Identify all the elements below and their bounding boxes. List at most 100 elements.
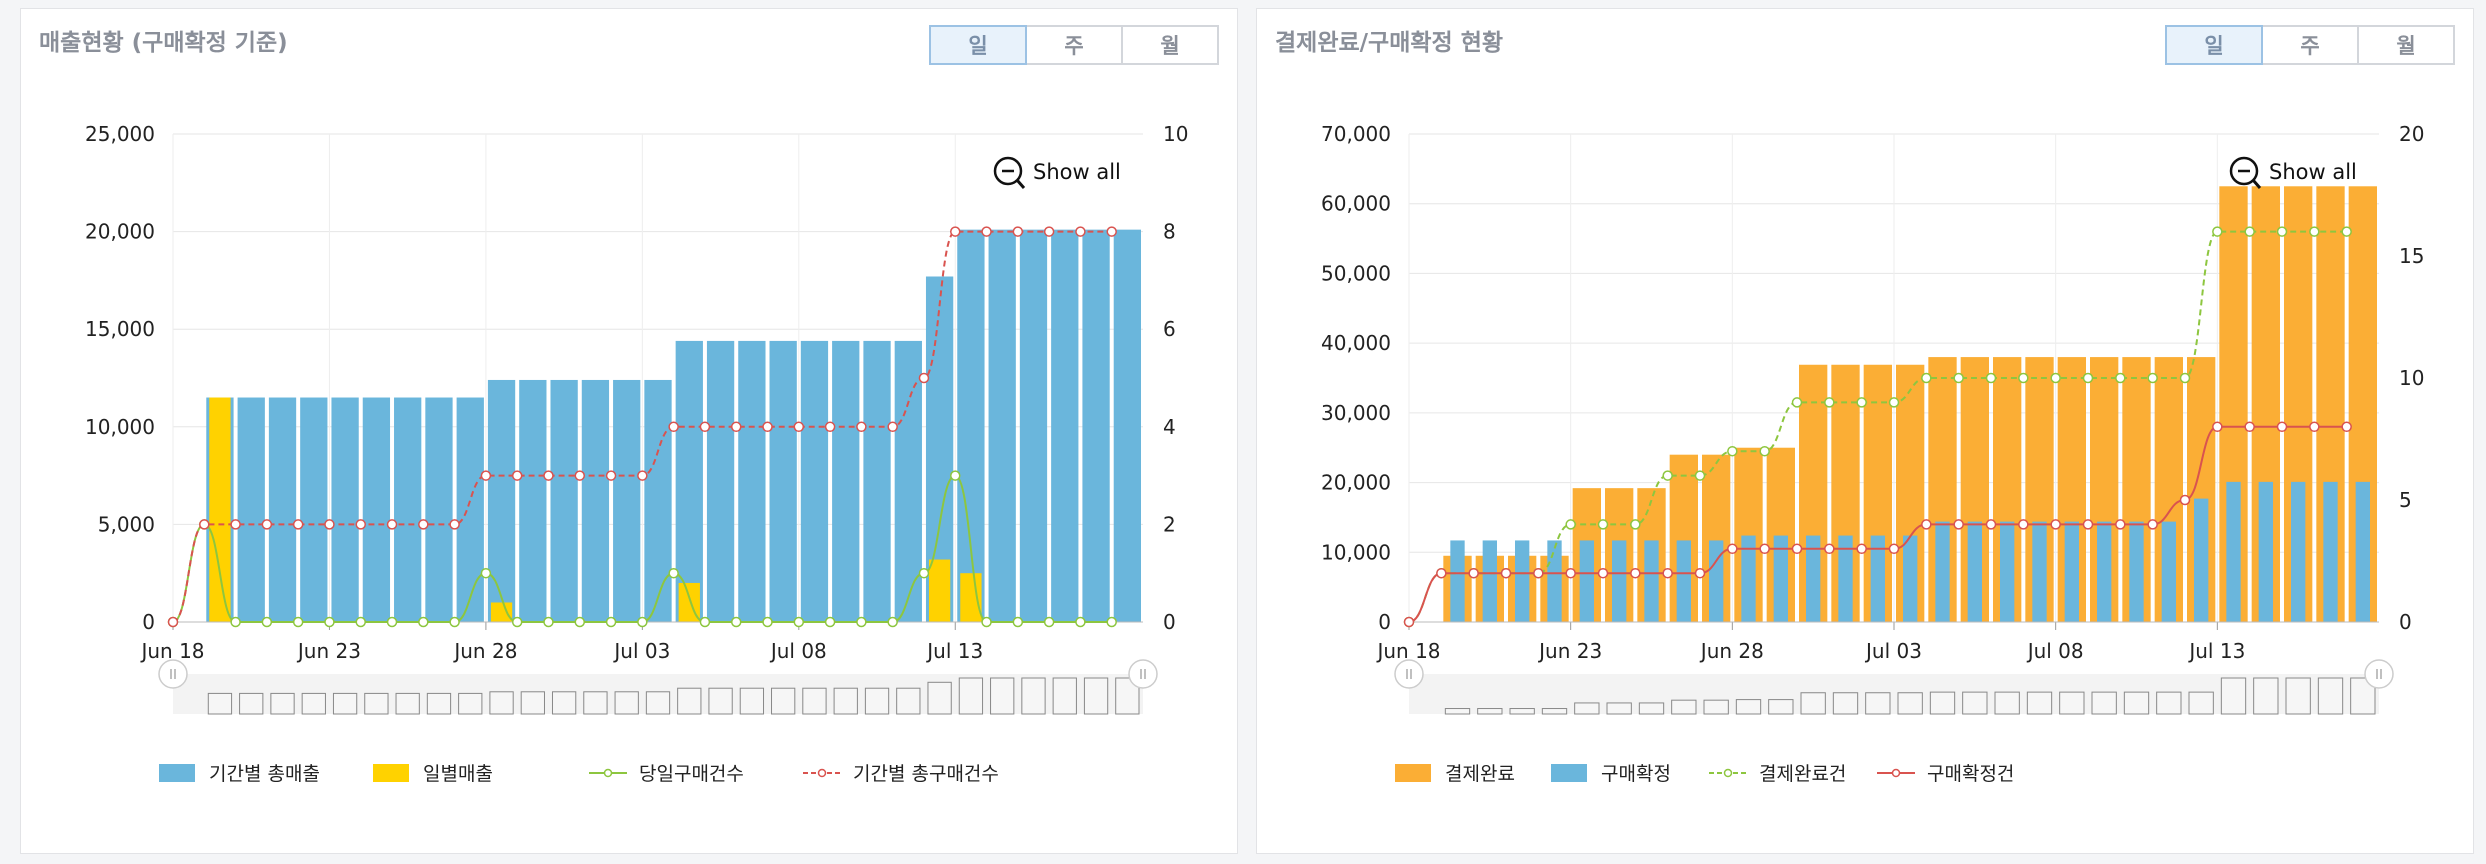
bar-secondary — [2064, 521, 2079, 622]
series-point — [324, 616, 335, 628]
legend-line-icon — [1709, 768, 1747, 777]
series-point — [574, 470, 586, 481]
series-point — [1630, 567, 1641, 579]
legend: 기간별 총매출 일별매출 당일구매건수 기간별 총구매건수 — [21, 759, 1237, 793]
bar-primary — [800, 340, 829, 622]
series-point — [1791, 543, 1803, 555]
legend-item-total-sales[interactable]: 기간별 총매출 — [159, 759, 320, 786]
y-right-tick-label: 2 — [1163, 512, 1176, 536]
series-point — [2147, 519, 2158, 530]
bar-secondary — [2194, 498, 2209, 622]
series-point — [2018, 519, 2029, 530]
navigator-bar — [1897, 692, 1923, 715]
navigator-handle-right[interactable] — [2364, 659, 2394, 689]
legend-item-payment-count[interactable]: 결제완료건 — [1709, 759, 1846, 786]
series-point — [292, 616, 304, 628]
series-point — [887, 616, 898, 628]
series-point — [950, 470, 961, 481]
payment-chart: 0 10,000 20,000 30,000 40,000 50,000 60,000 70,… — [1321, 122, 2424, 715]
bar-primary — [394, 397, 422, 622]
navigator-bar — [2317, 677, 2344, 715]
navigator-bar — [677, 687, 702, 715]
legend-item-confirm-count[interactable]: 구매확정건 — [1877, 759, 2014, 786]
legend-label: 당일구매건수 — [639, 763, 744, 785]
legend-item-daily-sales[interactable]: 일별매출 — [373, 759, 493, 786]
series-point — [2276, 421, 2288, 433]
series-point — [2212, 421, 2223, 433]
y-right-tick-label: 6 — [1163, 317, 1176, 341]
series-point — [292, 519, 304, 530]
series-point — [386, 519, 398, 530]
series-point — [1662, 470, 1673, 481]
series-point — [699, 421, 711, 433]
tab-day[interactable]: 일 — [2165, 25, 2263, 65]
legend-swatch — [1551, 763, 1587, 782]
bar-secondary — [1935, 521, 1950, 622]
series-point — [637, 616, 648, 628]
show-all-button[interactable]: Show all — [993, 156, 1121, 189]
x-tick-label: Jun 28 — [1699, 639, 1764, 663]
series-point — [167, 616, 179, 628]
navigator-bar — [2285, 677, 2311, 715]
series-point — [2082, 372, 2094, 384]
bar-primary — [362, 397, 391, 622]
bar-primary — [300, 397, 328, 622]
series-point — [449, 519, 460, 530]
series-point — [1597, 567, 1609, 579]
bar-primary — [738, 340, 766, 622]
series-point — [1106, 226, 1117, 237]
bar-primary — [675, 340, 703, 622]
legend-item-total-orders[interactable]: 기간별 총구매건수 — [803, 759, 999, 786]
period-tabs: 일 주 월 — [929, 25, 1219, 65]
y-left-tick-label: 5,000 — [98, 512, 155, 536]
navigator-bar — [896, 687, 921, 715]
navigator-handle-left[interactable] — [158, 659, 188, 689]
x-tick-label: Jul 08 — [769, 639, 827, 663]
series-point — [1985, 519, 1997, 530]
y-left-tick-label: 40,000 — [1321, 331, 1391, 355]
navigator-bar — [395, 692, 420, 715]
bar-primary — [456, 397, 484, 622]
bar-secondary — [928, 559, 951, 622]
series-point — [2115, 519, 2126, 530]
show-all-button[interactable]: Show all — [2229, 156, 2357, 189]
series-point — [1727, 543, 1738, 555]
series-point — [1888, 543, 1900, 555]
y-left-tick-label: 10,000 — [85, 415, 155, 439]
zoom-out-icon — [993, 156, 1023, 186]
bar-secondary — [1870, 535, 1885, 622]
handle-grip — [2364, 659, 2394, 689]
bar-secondary — [2032, 521, 2047, 622]
legend-label: 일별매출 — [423, 763, 493, 785]
bar-secondary — [1579, 540, 1594, 622]
series-point — [1985, 372, 1997, 384]
series-point — [2341, 421, 2352, 433]
series-point — [2309, 421, 2320, 433]
tab-month[interactable]: 월 — [2357, 25, 2455, 65]
series-point — [418, 616, 429, 628]
legend-item-purchase-confirm[interactable]: 구매확정 — [1551, 759, 1671, 786]
navigator-bar — [332, 692, 358, 715]
legend-label: 결제완료 — [1445, 763, 1515, 785]
series-point — [1012, 226, 1024, 237]
bar-secondary — [2258, 481, 2273, 622]
series-point — [699, 616, 711, 628]
series-point — [1856, 543, 1867, 555]
legend-item-daily-orders[interactable]: 당일구매건수 — [589, 759, 744, 786]
navigator-handle-left[interactable] — [1394, 659, 1424, 689]
bar-secondary — [1967, 521, 1982, 622]
bar-secondary — [1741, 535, 1756, 622]
x-tick-label: Jun 18 — [139, 639, 204, 663]
y-right-tick-label: 15 — [2399, 244, 2424, 268]
legend-item-payment-complete[interactable]: 결제완료 — [1395, 759, 1515, 786]
series-point — [1106, 616, 1117, 628]
handle-grip — [158, 659, 188, 689]
series-point — [856, 616, 867, 628]
series-point — [261, 616, 273, 628]
navigator-bar — [489, 691, 514, 715]
tab-month[interactable]: 월 — [1121, 25, 1219, 65]
legend: 결제완료 구매확정 결제완료건 구매확정건 — [1257, 759, 2473, 793]
navigator-handle-right[interactable] — [1128, 659, 1158, 689]
y-left-tick-label: 25,000 — [85, 122, 155, 146]
tab-day[interactable]: 일 — [929, 25, 1027, 65]
